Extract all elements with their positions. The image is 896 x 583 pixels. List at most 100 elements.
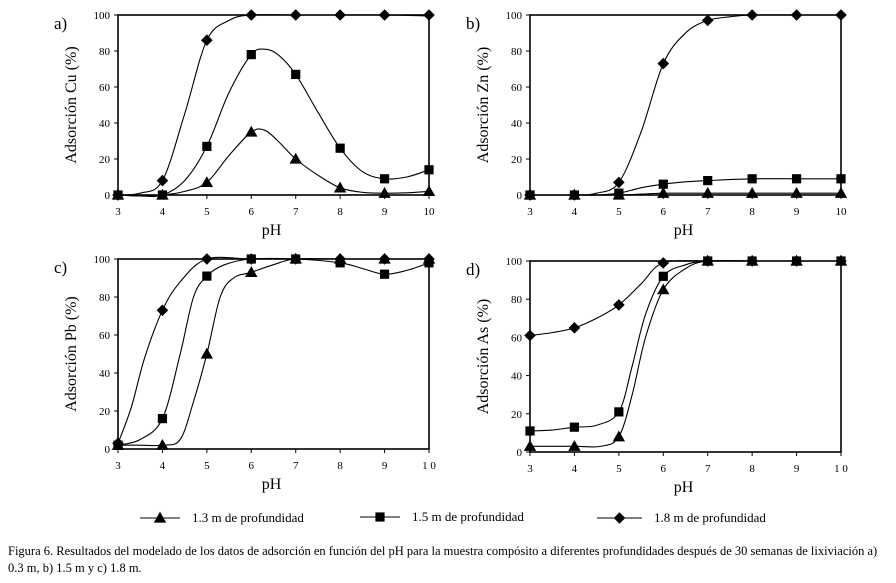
data-point-square — [614, 188, 624, 198]
series-line-triangle — [529, 259, 841, 448]
y-tick-label: 20 — [511, 409, 523, 421]
series-line-square — [529, 260, 841, 432]
data-point-triangle — [200, 347, 214, 359]
y-tick-label: 60 — [99, 82, 111, 94]
data-point-diamond — [746, 9, 758, 21]
series-line-triangle — [117, 128, 430, 197]
series-line-diamond — [529, 260, 841, 337]
plot-frame — [117, 14, 430, 196]
data-point-diamond — [423, 253, 435, 265]
x-tick-label: 4 — [160, 460, 166, 472]
y-tick-label: 20 — [511, 154, 523, 166]
x-tick-label: 3 — [115, 206, 121, 218]
y-axis-label: Adsorción Cu (%) — [63, 46, 80, 163]
data-point-triangle — [745, 187, 759, 198]
x-tick-label: 10 — [424, 206, 436, 218]
y-tick-label: 40 — [511, 371, 523, 383]
data-point-triangle — [422, 185, 436, 197]
x-tick-label: 4 — [160, 206, 166, 218]
series-triangle — [523, 254, 848, 451]
data-point-triangle — [568, 440, 581, 451]
legend-item-diamond: 1.8 m de profundidad — [597, 510, 766, 525]
x-tick-label: 5 — [204, 206, 210, 218]
data-point-triangle — [523, 440, 537, 451]
legend: 1.3 m de profundidad 1.5 m de profundidad… — [140, 509, 766, 525]
x-axis-label: pH — [262, 222, 282, 239]
x-tick-label: 9 — [382, 206, 388, 218]
x-tick-label: 4 — [572, 206, 578, 218]
data-point-diamond — [201, 253, 213, 265]
x-tick-label: 5 — [616, 206, 622, 218]
data-point-square — [569, 422, 580, 432]
chart-panel-2: 0 20 40 60 80 100 3 4 5 6 7 8 9 10 b) pH Adsorción Zn (%… — [466, 9, 848, 239]
series-line-diamond — [529, 14, 841, 196]
x-tick-label: 8 — [749, 463, 755, 475]
x-axis-label: pH — [674, 479, 694, 496]
panel-label: d) — [466, 260, 480, 279]
x-tick-label: 1 0 — [834, 463, 848, 475]
x-tick-label: 9 — [794, 463, 800, 475]
legend-item-triangle: 1.3 m de profundidad — [140, 510, 304, 525]
data-point-diamond — [201, 34, 213, 46]
x-tick-label: 5 — [616, 463, 622, 475]
legend-label: 1.3 m de profundidad — [192, 510, 304, 525]
y-tick-label: 0 — [517, 447, 523, 459]
data-point-diamond — [334, 253, 346, 265]
data-point-triangle — [200, 176, 214, 188]
data-point-diamond — [289, 9, 302, 21]
data-point-triangle — [156, 439, 169, 450]
y-tick-label: 80 — [99, 46, 111, 58]
y-tick-label: 20 — [99, 406, 111, 418]
y-tick-label: 60 — [511, 82, 523, 94]
data-point-triangle — [790, 187, 803, 198]
data-point-triangle — [333, 181, 347, 193]
data-point-square — [703, 176, 713, 186]
x-tick-label: 3 — [527, 206, 533, 218]
data-point-diamond — [289, 253, 302, 265]
data-point-triangle — [245, 125, 258, 137]
data-point-diamond — [524, 329, 536, 342]
data-point-triangle — [289, 152, 302, 164]
series-square — [113, 254, 434, 450]
y-axis-label: Adsorción As (%) — [475, 299, 492, 415]
data-point-diamond — [245, 9, 258, 21]
data-point-square — [157, 190, 168, 200]
data-point-square — [335, 143, 345, 153]
data-point-square — [246, 50, 256, 60]
data-point-diamond — [746, 255, 758, 267]
data-point-diamond — [613, 299, 625, 311]
y-tick-label: 60 — [99, 330, 111, 342]
legend-marker-triangle — [153, 511, 167, 523]
series-diamond — [112, 9, 435, 201]
data-point-diamond — [657, 57, 670, 70]
legend-item-square: 1.5 m de profundidad — [360, 509, 524, 524]
series-square — [525, 256, 846, 436]
data-point-triangle — [245, 266, 258, 277]
x-tick-label: 6 — [661, 206, 667, 218]
x-tick-label: 10 — [836, 206, 848, 218]
y-tick-label: 40 — [511, 118, 523, 130]
series-line-square — [117, 48, 430, 197]
data-point-diamond — [701, 255, 714, 267]
data-point-square — [791, 174, 802, 184]
x-tick-label: 7 — [705, 206, 711, 218]
data-point-square — [379, 269, 390, 279]
x-tick-label: 5 — [204, 460, 210, 472]
data-point-diamond — [524, 189, 536, 201]
y-tick-label: 20 — [99, 154, 111, 166]
y-tick-label: 80 — [511, 46, 523, 58]
data-point-triangle — [834, 187, 848, 198]
data-point-square — [525, 426, 535, 436]
data-point-diamond — [568, 322, 581, 334]
legend-marker-diamond — [613, 512, 626, 524]
series-square — [113, 48, 434, 200]
data-point-square — [424, 165, 434, 175]
panel-label: c) — [54, 258, 67, 277]
data-point-diamond — [245, 253, 258, 265]
series-diamond — [112, 253, 435, 450]
data-point-diamond — [613, 176, 625, 189]
data-point-diamond — [156, 304, 169, 317]
data-point-triangle — [612, 430, 626, 442]
data-point-diamond — [701, 14, 714, 27]
